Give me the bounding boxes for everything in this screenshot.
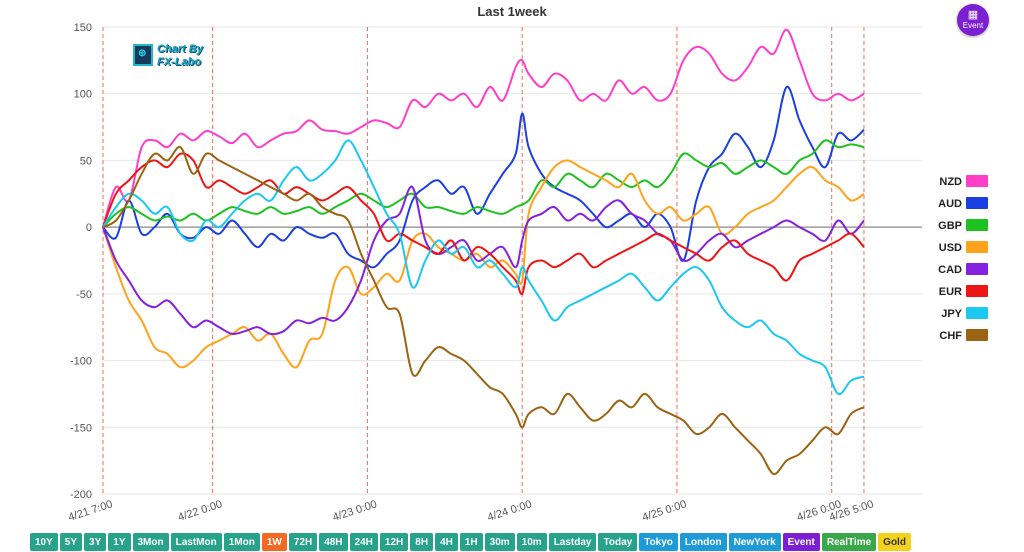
- range-button-12h[interactable]: 12H: [379, 533, 409, 551]
- legend-label: CHF: [939, 330, 962, 342]
- series-line-chf: [102, 145, 865, 476]
- y-tick-label: -100: [70, 356, 92, 368]
- logo-line-1: Chart By: [157, 43, 203, 55]
- legend-item-jpy[interactable]: JPY: [941, 307, 988, 320]
- range-button-london[interactable]: London: [679, 533, 727, 551]
- range-button-bar: 10Y 5Y 3Y 1Y 3Mon LastMon 1Mon 1W 72H 48H 24H 12H 8H…: [30, 533, 911, 551]
- chart-logo-icon: ⊕: [133, 44, 153, 66]
- legend-label: NZD: [939, 176, 962, 188]
- series-line-nzd: [102, 28, 865, 228]
- range-button-lastmon[interactable]: LastMon: [170, 533, 222, 551]
- legend-swatch: [966, 241, 988, 253]
- x-tick-label: 4/25 0:00: [641, 498, 688, 524]
- y-tick-label: 100: [74, 89, 92, 101]
- series-line-aud: [102, 85, 865, 269]
- event-button[interactable]: ▦ Event: [957, 4, 989, 36]
- range-button-1mon[interactable]: 1Mon: [223, 533, 260, 551]
- range-button-4h[interactable]: 4H: [435, 533, 458, 551]
- legend-swatch: [966, 285, 988, 297]
- x-tick-label: 4/23 0:00: [331, 498, 378, 524]
- legend-label: CAD: [938, 264, 962, 276]
- legend-label: EUR: [939, 286, 962, 298]
- range-button-3y[interactable]: 3Y: [84, 533, 107, 551]
- legend-swatch: [966, 329, 988, 341]
- legend-swatch: [966, 263, 988, 275]
- fx-labo-logo: ⊕ Chart By FX-Labo: [133, 42, 225, 70]
- chart-title: Last 1week: [477, 4, 547, 19]
- legend-swatch: [966, 197, 988, 209]
- range-button-event[interactable]: Event: [782, 533, 820, 551]
- range-button-1y[interactable]: 1Y: [108, 533, 131, 551]
- range-button-3mon[interactable]: 3Mon: [132, 533, 169, 551]
- range-button-30m[interactable]: 30m: [484, 533, 515, 551]
- legend-item-nzd[interactable]: NZD: [939, 175, 988, 188]
- legend-item-aud[interactable]: AUD: [938, 197, 988, 210]
- legend-swatch: [966, 175, 988, 187]
- legend-item-chf[interactable]: CHF: [939, 329, 988, 342]
- legend-label: AUD: [938, 198, 962, 210]
- range-button-1w[interactable]: 1W: [261, 533, 287, 551]
- series-line-eur: [102, 152, 865, 296]
- legend-item-usd[interactable]: USD: [939, 241, 988, 254]
- y-tick-label: -200: [70, 489, 92, 501]
- series-line-gbp: [102, 139, 865, 228]
- x-tick-label: 4/22 0:00: [176, 498, 223, 524]
- y-tick-label: 50: [80, 155, 92, 167]
- range-button-lastday[interactable]: Lastday: [548, 533, 597, 551]
- legend-swatch: [966, 219, 988, 231]
- calendar-icon: ▦: [967, 9, 979, 21]
- legend-label: JPY: [941, 308, 962, 320]
- legend-swatch: [966, 307, 988, 319]
- x-tick-label: 4/21 7:00: [67, 498, 114, 524]
- legend[interactable]: NZD AUD GBP USD CAD EUR JPY CHF: [938, 175, 988, 342]
- legend-label: USD: [939, 242, 962, 254]
- legend-item-gbp[interactable]: GBP: [938, 219, 988, 232]
- range-button-48h[interactable]: 48H: [319, 533, 348, 551]
- x-tick-label: 4/24 0:00: [486, 498, 533, 524]
- y-tick-label: -150: [70, 422, 92, 434]
- range-button-72h[interactable]: 72H: [288, 533, 318, 551]
- x-axis: 4/21 7:00 4/22 0:00 4/23 0:00 4/24 0:00 4/25…: [67, 498, 875, 524]
- range-button-10m[interactable]: 10m: [516, 533, 547, 551]
- range-button-10y[interactable]: 10Y: [30, 533, 58, 551]
- range-button-newyork[interactable]: NewYork: [728, 533, 781, 551]
- range-button-8h[interactable]: 8H: [410, 533, 434, 551]
- y-axis: 150 100 50 0 -50 -100 -150 -200: [70, 22, 92, 501]
- range-button-tokyo[interactable]: Tokyo: [639, 533, 678, 551]
- range-button-today[interactable]: Today: [598, 533, 638, 551]
- y-tick-label: 150: [74, 22, 92, 34]
- logo-line-2: FX-Labo: [157, 56, 201, 68]
- range-button-5y[interactable]: 5Y: [59, 533, 83, 551]
- range-button-realtime[interactable]: RealTime: [821, 533, 877, 551]
- legend-label: GBP: [938, 220, 962, 232]
- range-button-gold[interactable]: Gold: [878, 533, 911, 551]
- series-line-jpy: [102, 139, 865, 396]
- event-button-label: Event: [962, 21, 984, 30]
- legend-item-eur[interactable]: EUR: [939, 285, 988, 298]
- series-lines: [102, 28, 865, 476]
- y-tick-label: -50: [76, 289, 92, 301]
- legend-item-cad[interactable]: CAD: [938, 263, 988, 276]
- y-tick-label: 0: [86, 222, 92, 234]
- range-button-24h[interactable]: 24H: [349, 533, 378, 551]
- range-button-1h[interactable]: 1H: [459, 533, 483, 551]
